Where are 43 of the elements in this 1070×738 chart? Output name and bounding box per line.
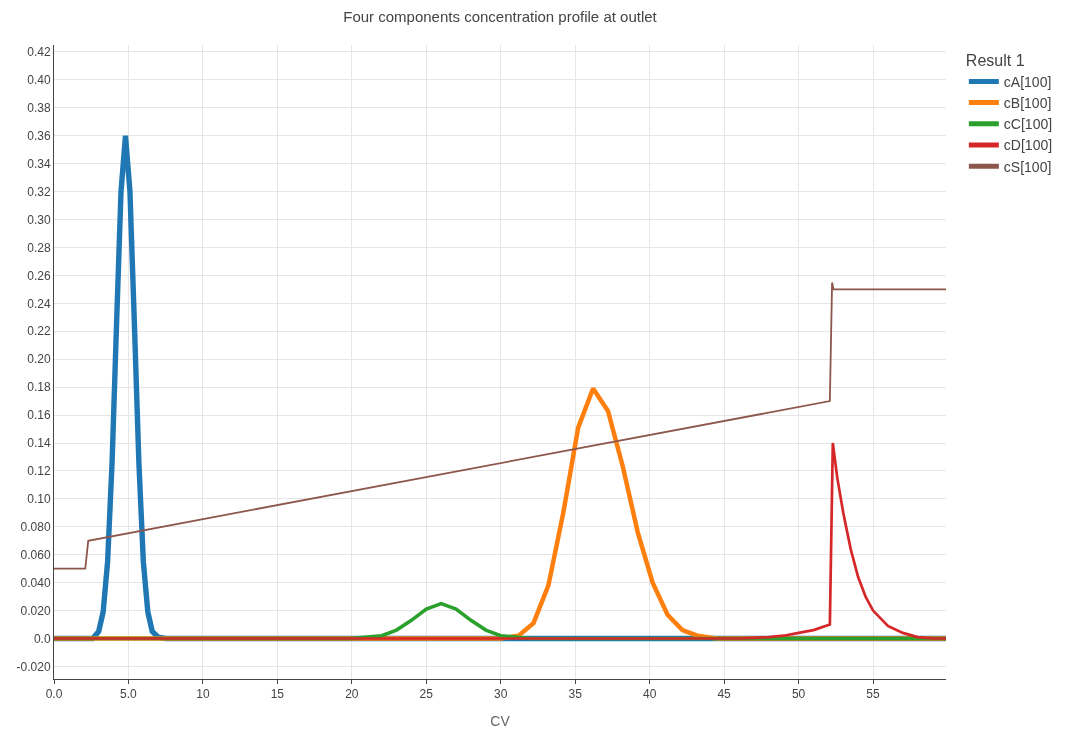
y-tick-label: 0.12	[27, 464, 51, 479]
x-tick-label: 40	[642, 687, 657, 702]
legend-label: cA[100]	[1003, 73, 1052, 90]
y-tick-label: 0.28	[27, 240, 51, 255]
x-tick-label: 35	[568, 687, 583, 702]
y-tick-label: 0.020	[20, 603, 51, 618]
y-tick-label: 0.36	[27, 128, 51, 143]
legend-label: cS[100]	[1003, 158, 1052, 175]
x-tick-label: 15	[270, 687, 285, 702]
legend-title: Result 1	[965, 51, 1025, 69]
x-tick-label: 20	[345, 687, 359, 702]
x-tick-label: 10	[196, 687, 210, 702]
x-tick-label: 30	[494, 687, 508, 702]
x-tick-label: 45	[717, 687, 732, 702]
x-tick-label: 5.0	[120, 687, 138, 702]
y-tick-label: -0.020	[16, 659, 51, 674]
legend-label: cD[100]	[1003, 137, 1053, 154]
y-tick-label: 0.40	[27, 73, 51, 88]
y-tick-label: 0.060	[20, 547, 51, 562]
y-tick-label: 0.38	[27, 101, 51, 116]
y-tick-label: 0.24	[27, 296, 51, 311]
x-tick-label: 50	[791, 687, 806, 702]
legend-label: cB[100]	[1003, 95, 1052, 112]
y-tick-label: 0.34	[27, 156, 51, 171]
y-tick-label: 0.0	[33, 631, 51, 646]
y-tick-label: 0.22	[27, 324, 51, 339]
y-tick-label: 0.30	[27, 212, 51, 227]
y-tick-label: 0.26	[27, 268, 51, 283]
y-tick-label: 0.14	[27, 436, 51, 451]
y-tick-label: 0.040	[20, 575, 51, 590]
y-tick-label: 0.32	[27, 184, 51, 199]
x-tick-label: 55	[866, 687, 881, 702]
y-tick-label: 0.16	[27, 408, 51, 423]
x-axis-title: CV	[490, 712, 511, 729]
y-tick-label: 0.42	[27, 45, 51, 60]
x-tick-label: 25	[419, 687, 434, 702]
legend-label: cC[100]	[1003, 116, 1053, 133]
y-tick-label: 0.080	[20, 519, 51, 534]
x-tick-label: 0.0	[45, 687, 63, 702]
y-tick-label: 0.20	[27, 352, 51, 367]
y-tick-label: 0.10	[27, 492, 51, 507]
y-tick-label: 0.18	[27, 380, 51, 395]
chart-title: Four components concentration profile at outlet	[343, 7, 658, 25]
